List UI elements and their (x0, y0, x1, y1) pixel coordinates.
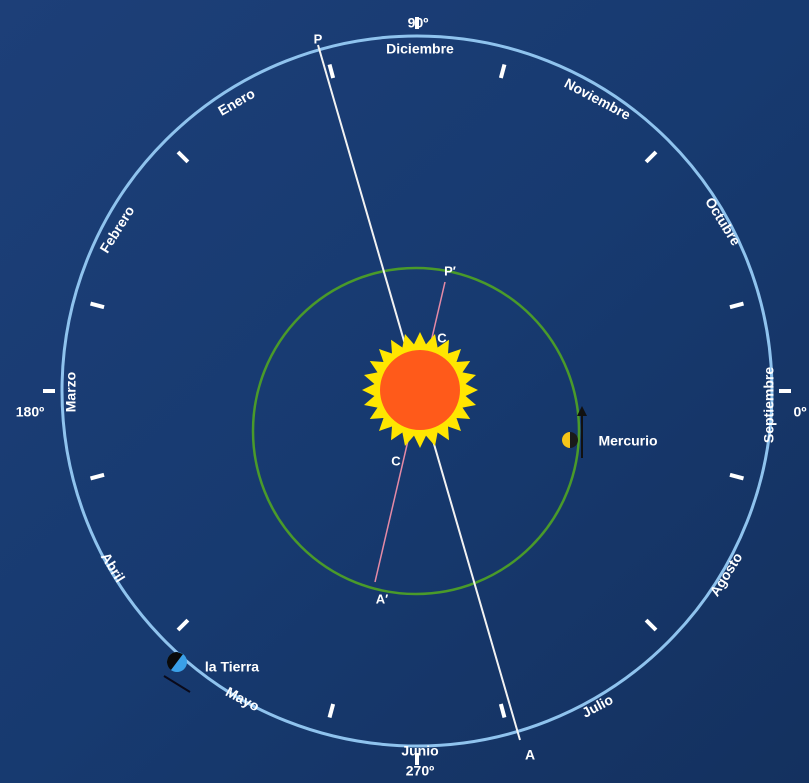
degree-label: 0º (794, 404, 807, 420)
earth (163, 652, 191, 693)
mercury (562, 406, 587, 458)
body-label: la Tierra (205, 659, 259, 675)
tick (176, 618, 190, 632)
tick (729, 472, 745, 481)
degree-label: 90º (408, 15, 429, 31)
month-label: Diciembre (386, 41, 454, 57)
month-label: Junio (401, 743, 438, 759)
tick (729, 301, 745, 310)
tick (498, 703, 507, 719)
point-label: A (525, 747, 535, 763)
body-label: Mercurio (598, 433, 657, 449)
earth-orbit (60, 34, 774, 748)
tick (89, 301, 105, 310)
mercury-orbit (251, 266, 581, 596)
point-label: A′ (376, 591, 389, 606)
tick (644, 150, 658, 164)
sun-core (380, 350, 460, 430)
tick (327, 63, 336, 79)
point-label: P′ (444, 263, 456, 278)
point-label: C (437, 330, 447, 345)
degree-label: 270º (406, 763, 434, 779)
mercury-lit (562, 432, 570, 448)
ticks (43, 17, 791, 765)
degree-label: 180º (16, 404, 44, 420)
tick (176, 150, 190, 164)
earth-arrow (163, 675, 191, 693)
earth-dark (167, 652, 183, 670)
tick (498, 63, 507, 79)
point-label: P (314, 31, 323, 46)
point-label: C (391, 453, 401, 468)
mercury-arrowhead (577, 406, 587, 416)
tick (644, 618, 658, 632)
month-label: Marzo (63, 372, 79, 412)
tick (89, 472, 105, 481)
tick (327, 703, 336, 719)
month-label: Septiembre (761, 367, 777, 443)
